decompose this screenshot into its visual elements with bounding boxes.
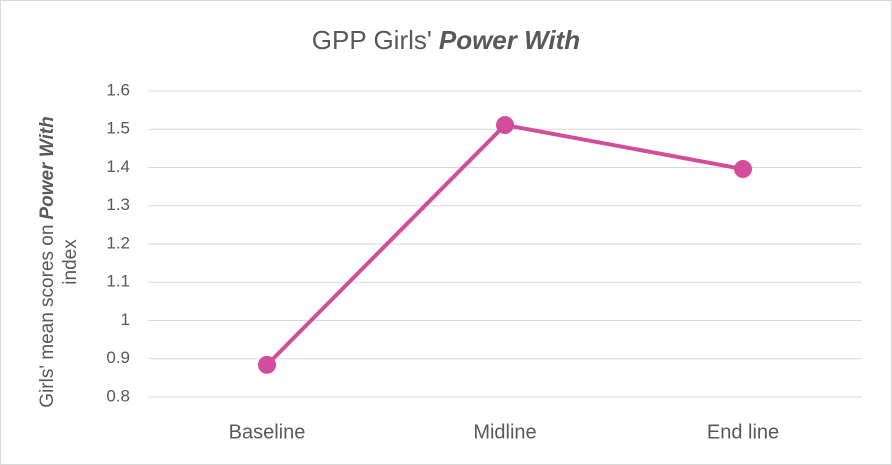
y-tick-label: 1.2 — [106, 233, 130, 252]
point — [258, 355, 276, 374]
y-label-line2: index — [60, 239, 81, 285]
y-tick-label: 0.8 — [106, 386, 130, 405]
y-axis-label: Girls' mean scores on Power With index — [37, 116, 81, 407]
x-tick-label: Midline — [473, 421, 536, 443]
y-tick-label: 1 — [121, 310, 130, 329]
y-label-line1: Girls' mean scores on Power With — [37, 116, 58, 407]
title-text: GPP Girls' — [312, 25, 432, 55]
x-tick-label: Baseline — [229, 421, 306, 443]
y-tick-label: 1.1 — [106, 272, 130, 291]
point — [496, 116, 514, 135]
y-tick-label: 1.6 — [106, 80, 130, 99]
y-tick-label: 1.4 — [106, 157, 130, 176]
chart-title: GPP Girls' Power With — [312, 25, 580, 55]
y-label-text: Girls' mean scores on — [37, 225, 58, 408]
y-label-emphasis: Power With — [37, 116, 58, 219]
y-tick-label: 1.3 — [106, 195, 130, 214]
y-tick-label: 0.9 — [106, 348, 130, 367]
x-tick-label: End line — [707, 421, 779, 443]
title-emphasis: Power With — [439, 25, 580, 55]
point — [734, 160, 752, 179]
y-tick-label: 1.5 — [106, 119, 130, 138]
